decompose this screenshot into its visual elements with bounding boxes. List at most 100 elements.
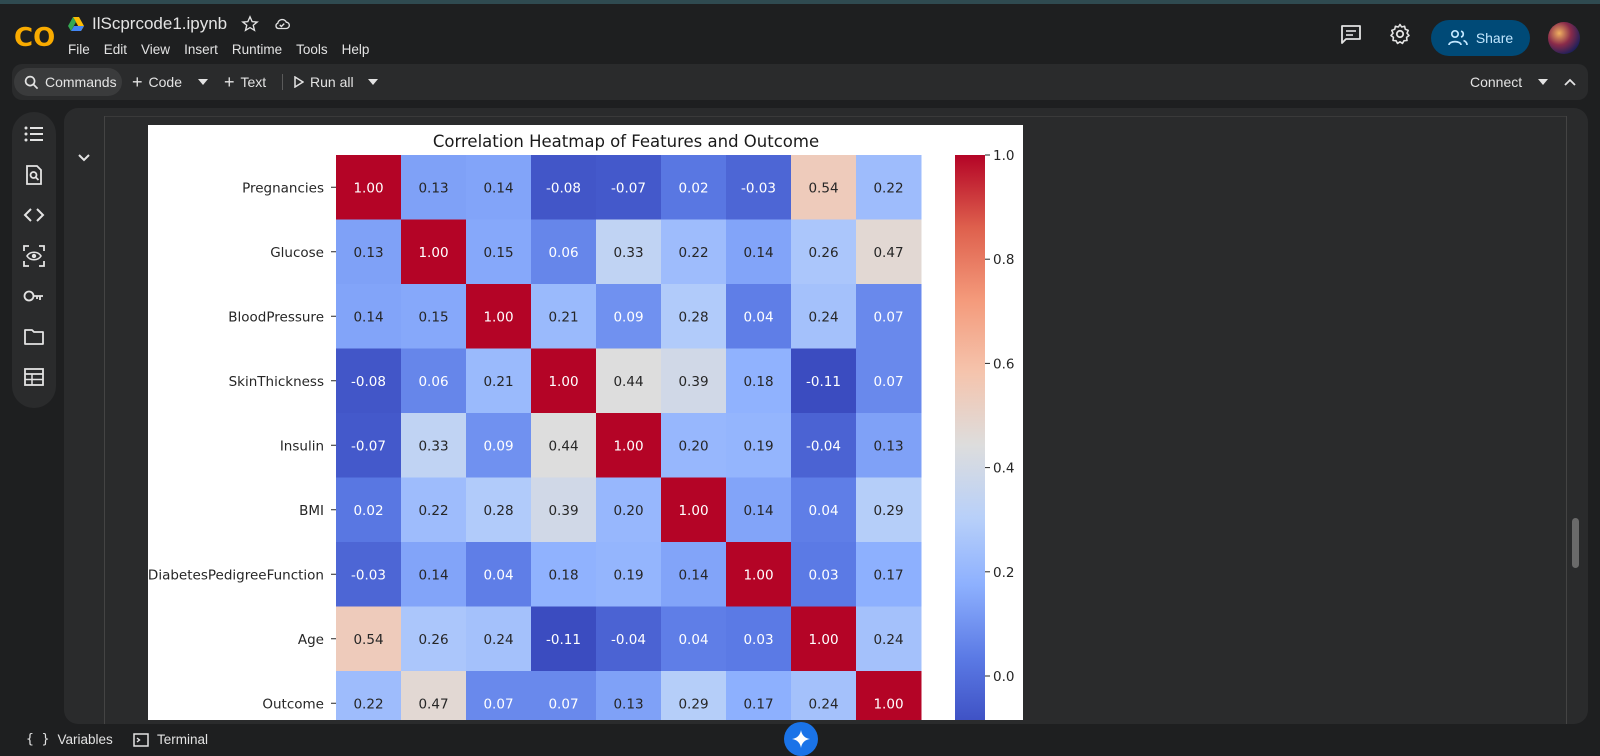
settings-gear-icon[interactable] xyxy=(1388,22,1412,46)
cell-value-label: 0.22 xyxy=(418,503,448,519)
connect-button[interactable]: Connect xyxy=(1470,64,1522,100)
cell-value-label: -0.11 xyxy=(546,632,581,648)
cell-value-label: 0.54 xyxy=(808,180,838,196)
add-text-button[interactable]: + Text xyxy=(224,64,266,100)
window-top-edge xyxy=(0,0,1600,4)
collapse-header-button[interactable] xyxy=(1564,64,1576,100)
comments-icon[interactable] xyxy=(1339,22,1363,46)
cell-value-label: -0.04 xyxy=(806,438,841,454)
cell-value-label: 0.09 xyxy=(483,438,513,454)
heatmap-cell xyxy=(661,671,727,720)
heatmap-cell xyxy=(466,155,532,220)
add-code-button[interactable]: + Code xyxy=(132,64,182,100)
variables-button[interactable]: { } Variables xyxy=(26,732,113,747)
cell-value-label: 1.00 xyxy=(873,696,903,712)
heatmap-cell xyxy=(596,477,662,543)
heatmap-cell xyxy=(596,348,662,414)
menu-edit[interactable]: Edit xyxy=(103,42,128,57)
cell-value-label: 0.26 xyxy=(808,245,838,261)
cloud-saved-icon[interactable] xyxy=(273,15,291,33)
heatmap-cell xyxy=(791,542,857,607)
commands-button[interactable]: Commands xyxy=(24,64,117,100)
heatmap-cell xyxy=(726,671,792,720)
user-avatar[interactable] xyxy=(1548,22,1580,54)
cell-value-label: 0.02 xyxy=(678,180,708,196)
connect-dropdown-button[interactable] xyxy=(1538,64,1548,100)
heatmap-cell xyxy=(791,671,857,720)
collapse-section-chevron-icon[interactable] xyxy=(76,150,92,166)
svg-text:CO: CO xyxy=(14,23,54,53)
data-table-icon[interactable] xyxy=(23,366,45,388)
variable-inspector-icon[interactable] xyxy=(23,245,45,267)
cell-value-label: 0.04 xyxy=(743,309,773,325)
cell-value-label: 0.47 xyxy=(873,245,903,261)
row-tick-label: BloodPressure xyxy=(228,309,324,325)
cell-value-label: 0.18 xyxy=(548,567,578,583)
gemini-assistant-button[interactable] xyxy=(784,722,818,756)
heatmap-cell xyxy=(596,413,662,478)
files-folder-icon[interactable] xyxy=(23,326,45,348)
heatmap-cell xyxy=(856,542,922,607)
heatmap-cell xyxy=(401,671,467,720)
cell-value-label: 0.13 xyxy=(418,180,448,196)
cell-value-label: 1.00 xyxy=(353,180,383,196)
colorbar-tick-label: 0.6 xyxy=(993,356,1014,372)
menu-insert[interactable]: Insert xyxy=(184,42,218,57)
row-tick-label: Glucose xyxy=(270,245,324,261)
drive-icon xyxy=(68,17,84,31)
heatmap-cell xyxy=(466,542,532,607)
heatmap-cell xyxy=(856,606,922,672)
menu-runtime[interactable]: Runtime xyxy=(231,42,283,57)
menu-help[interactable]: Help xyxy=(341,42,370,57)
heatmap-cell xyxy=(336,348,402,414)
heatmap-figure: Correlation Heatmap of Features and Outc… xyxy=(148,125,1023,720)
cell-value-label: 0.09 xyxy=(613,309,643,325)
braces-icon: { } xyxy=(26,732,50,747)
cell-value-label: 0.44 xyxy=(613,374,643,390)
code-dropdown-button[interactable] xyxy=(198,64,208,100)
notebook-title[interactable]: IlScprcode1.ipynb xyxy=(92,14,228,33)
output-scrollbar-thumb[interactable] xyxy=(1572,518,1579,568)
commands-pill[interactable] xyxy=(14,68,122,96)
star-icon[interactable] xyxy=(241,15,260,33)
run-all-label: Run all xyxy=(310,74,354,90)
heatmap-cell xyxy=(531,606,597,672)
run-all-button[interactable]: Run all xyxy=(294,64,354,100)
cell-value-label: 0.07 xyxy=(548,696,578,712)
heatmap-cell xyxy=(531,284,597,349)
heatmap-cell xyxy=(336,477,402,543)
cell-value-label: -0.08 xyxy=(351,374,386,390)
cell-value-label: 0.19 xyxy=(743,438,773,454)
cell-top-border xyxy=(104,116,1566,117)
menu-view[interactable]: View xyxy=(141,42,171,57)
cell-value-label: 0.29 xyxy=(873,503,903,519)
find-replace-icon[interactable] xyxy=(23,164,45,186)
terminal-button[interactable]: Terminal xyxy=(133,732,208,747)
heatmap-cell xyxy=(466,671,532,720)
run-all-dropdown-button[interactable] xyxy=(368,64,378,100)
variables-label: Variables xyxy=(57,732,113,747)
heatmap-cell xyxy=(336,606,402,672)
menu-tools[interactable]: Tools xyxy=(296,42,328,57)
heatmap-cell xyxy=(466,284,532,349)
cell-value-label: 0.17 xyxy=(873,567,903,583)
cell-value-label: 0.22 xyxy=(353,696,383,712)
cell-value-label: 0.20 xyxy=(613,503,643,519)
heatmap-cell xyxy=(596,155,662,220)
heatmap-cell xyxy=(596,671,662,720)
share-button[interactable]: Share xyxy=(1431,20,1530,56)
secrets-key-icon[interactable] xyxy=(23,285,45,307)
colab-logo[interactable]: CO xyxy=(14,18,54,54)
menu-file[interactable]: File xyxy=(68,42,90,57)
heatmap-cell xyxy=(531,542,597,607)
cell-value-label: 0.07 xyxy=(483,696,513,712)
code-snippets-icon[interactable] xyxy=(23,204,45,226)
heatmap-cell xyxy=(726,155,792,220)
cell-value-label: 0.14 xyxy=(418,567,448,583)
cell-value-label: -0.03 xyxy=(351,567,386,583)
table-of-contents-icon[interactable] xyxy=(23,123,45,145)
cell-value-label: 0.22 xyxy=(678,245,708,261)
plus-icon: + xyxy=(224,71,235,92)
heatmap-cell xyxy=(726,219,792,285)
heatmap-cell xyxy=(401,542,467,607)
